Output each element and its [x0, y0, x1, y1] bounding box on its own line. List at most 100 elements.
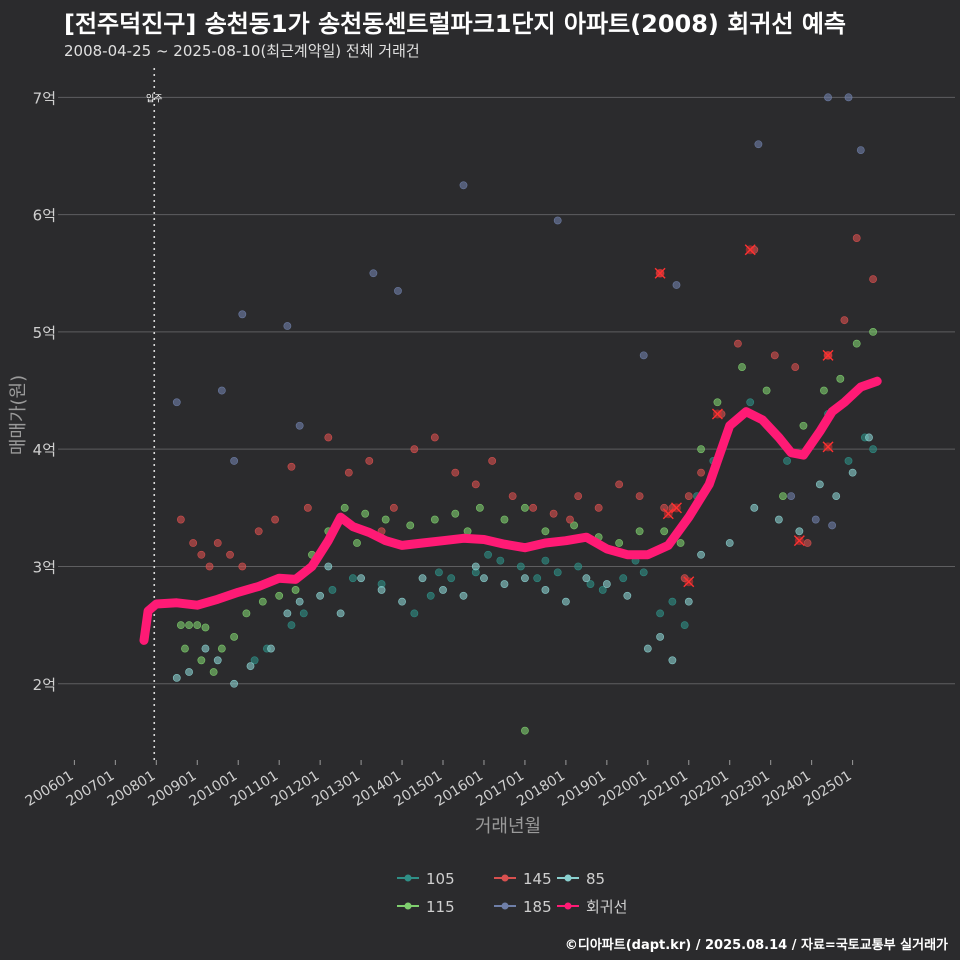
data-point-185 [639, 351, 648, 360]
data-point-115 [836, 374, 845, 383]
data-point-115 [258, 597, 267, 606]
data-point-105 [287, 621, 296, 630]
data-point-105 [869, 445, 877, 454]
data-point-105 [410, 609, 419, 618]
data-point-115 [185, 621, 193, 630]
data-point-115 [869, 327, 877, 336]
data-point-185 [553, 216, 562, 225]
data-point-115 [242, 609, 251, 618]
data-point-115 [430, 515, 439, 524]
data-point-145 [615, 480, 624, 489]
data-point-145 [365, 457, 374, 465]
data-point-115 [193, 621, 202, 630]
data-point-105 [349, 574, 357, 583]
data-point-85 [336, 609, 345, 618]
data-point-185 [369, 269, 378, 278]
legend-label: 145 [523, 870, 552, 888]
data-point-105 [844, 457, 853, 465]
data-point-85 [283, 609, 292, 618]
data-point-115 [521, 503, 529, 512]
data-point-85 [439, 586, 447, 594]
data-point-185 [217, 386, 226, 395]
data-point-105 [435, 568, 443, 577]
data-point-85 [185, 668, 193, 676]
outlier-x-mark [654, 267, 666, 279]
chart-title: [전주덕진구] 송천동1가 송천동센트럴파크1단지 아파트(2008) 회귀선 … [64, 10, 847, 38]
data-point-115 [738, 363, 746, 371]
data-point-145 [271, 515, 279, 524]
data-point-145 [803, 539, 812, 547]
data-point-145 [869, 275, 877, 284]
outlier-x-mark [662, 508, 674, 520]
data-point-85 [684, 597, 693, 606]
data-point-85 [246, 662, 255, 671]
data-point-145 [734, 339, 742, 348]
data-point-115 [451, 509, 460, 518]
data-point-115 [676, 539, 685, 547]
data-point-145 [508, 492, 517, 501]
data-point-85 [750, 503, 759, 512]
data-point-145 [684, 492, 693, 501]
legend-label: 85 [586, 870, 605, 888]
data-point-85 [500, 580, 509, 588]
data-point-145 [549, 509, 558, 518]
credit-text: ©디아파트(dapt.kr) / 2025.08.14 / 자료=국토교통부 실… [564, 938, 948, 953]
data-point-85 [521, 574, 529, 583]
data-point-145 [176, 515, 185, 524]
data-point-145 [471, 480, 480, 489]
data-point-115 [217, 644, 226, 653]
data-point-185 [856, 146, 865, 155]
outlier-x-mark [744, 244, 756, 256]
chart-subtitle: 2008-04-25 ~ 2025-08-10(최근계약일) 전체 거래건 [64, 42, 420, 60]
data-point-115 [541, 527, 550, 536]
data-point-145 [213, 539, 222, 547]
data-point-115 [660, 527, 669, 536]
data-point-105 [783, 457, 791, 465]
data-point-105 [619, 574, 628, 583]
data-point-115 [176, 621, 185, 630]
legend-marker [564, 902, 572, 910]
data-point-115 [361, 509, 370, 518]
legend-marker [564, 874, 572, 882]
y-tick-label: 2억 [33, 676, 56, 694]
data-point-145 [410, 445, 419, 454]
data-point-115 [697, 445, 705, 454]
data-point-85 [541, 586, 550, 594]
data-point-85 [398, 597, 406, 606]
data-point-105 [656, 609, 664, 618]
data-point-185 [824, 93, 832, 102]
y-tick-label: 6억 [33, 207, 56, 225]
legend: 105 145 85 115 185 회귀선 [397, 870, 627, 916]
data-point-105 [668, 597, 677, 606]
data-point-105 [447, 574, 456, 583]
data-point-85 [848, 468, 857, 477]
y-tick-label: 3억 [33, 558, 56, 576]
data-point-115 [406, 521, 415, 530]
data-point-85 [316, 591, 325, 600]
data-point-115 [475, 503, 484, 512]
data-point-105 [639, 568, 648, 577]
y-tick-label: 7억 [33, 89, 56, 107]
data-point-85 [582, 574, 591, 583]
data-point-145 [770, 351, 779, 360]
data-point-115 [463, 527, 472, 536]
data-point-85 [201, 644, 210, 653]
data-point-85 [774, 515, 783, 524]
data-point-185 [283, 322, 292, 330]
data-point-85 [418, 574, 427, 583]
outlier-x-mark [822, 349, 834, 361]
data-point-145 [566, 515, 574, 524]
data-point-85 [643, 644, 652, 653]
data-point-105 [426, 591, 435, 600]
data-point-85 [267, 644, 275, 653]
data-point-115 [340, 503, 349, 512]
legend-marker [501, 902, 509, 910]
data-point-85 [697, 550, 705, 559]
data-point-185 [394, 286, 402, 295]
data-point-85 [656, 632, 664, 641]
data-point-145 [488, 457, 497, 465]
data-point-145 [430, 433, 439, 442]
data-point-145 [189, 539, 198, 547]
data-point-115 [381, 515, 390, 524]
data-point-185 [238, 310, 247, 319]
